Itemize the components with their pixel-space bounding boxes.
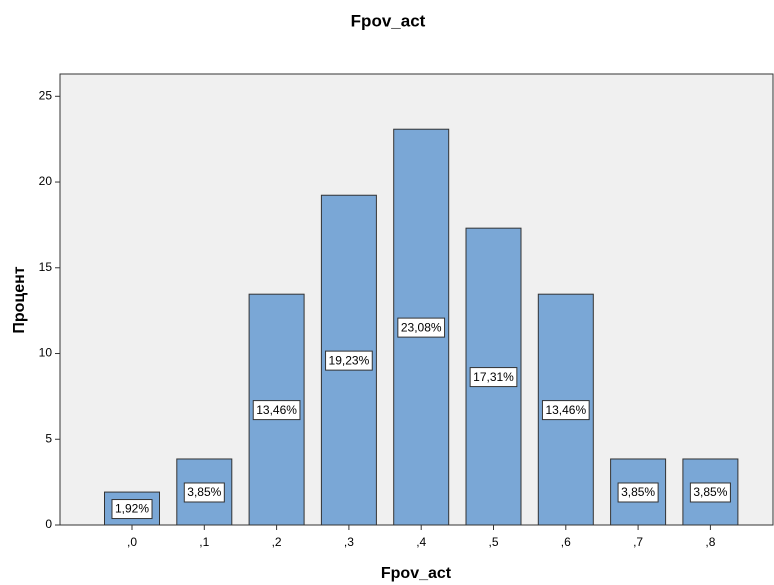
value-label: 3,85% <box>621 485 655 499</box>
value-label-box <box>689 482 731 503</box>
value-label: 17,31% <box>473 370 514 384</box>
x-tick-label: ,1 <box>199 535 209 549</box>
y-tick-label: 20 <box>39 174 53 188</box>
y-tick-label: 15 <box>39 260 53 274</box>
value-label-box <box>183 482 225 503</box>
value-label: 1,92% <box>115 502 149 516</box>
y-axis-title: Процент <box>11 266 28 333</box>
y-tick-label: 0 <box>45 517 52 531</box>
value-label: 13,46% <box>545 403 586 417</box>
y-tick-label: 5 <box>45 431 52 445</box>
value-label: 3,85% <box>187 485 221 499</box>
value-label-box <box>111 499 153 520</box>
x-tick-label: ,6 <box>561 535 571 549</box>
value-label: 13,46% <box>256 403 297 417</box>
y-tick-label: 25 <box>39 88 53 102</box>
value-label-box <box>397 317 446 338</box>
value-label-box <box>617 482 659 503</box>
value-label: 19,23% <box>329 353 370 367</box>
x-tick-label: ,0 <box>127 535 137 549</box>
x-axis-title: Fpov_act <box>381 565 452 582</box>
x-tick-label: ,2 <box>272 535 282 549</box>
x-tick-label: ,5 <box>488 535 498 549</box>
value-label-box <box>469 367 518 388</box>
y-tick-label: 10 <box>39 346 53 360</box>
value-label-box <box>541 400 590 421</box>
value-label-box <box>252 400 301 421</box>
value-label-box <box>325 350 373 371</box>
x-tick-label: ,4 <box>416 535 426 549</box>
x-tick-label: ,3 <box>344 535 354 549</box>
x-tick-label: ,8 <box>705 535 715 549</box>
value-label: 23,08% <box>401 320 442 334</box>
x-tick-label: ,7 <box>633 535 643 549</box>
chart-title: Fpov_act <box>351 11 426 30</box>
value-label: 3,85% <box>693 485 727 499</box>
